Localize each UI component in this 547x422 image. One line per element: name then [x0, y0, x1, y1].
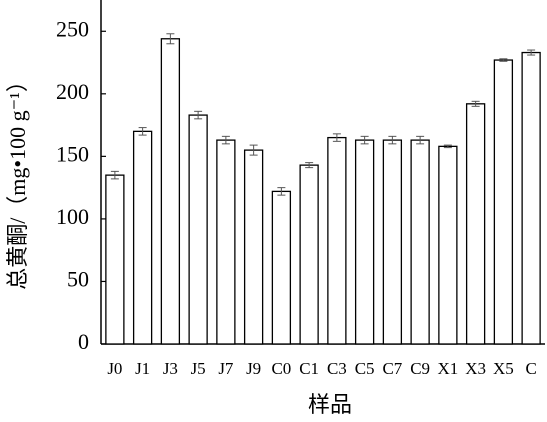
- x-tick-label: C0: [271, 359, 291, 378]
- x-tick-label: C3: [327, 359, 347, 378]
- error-bar: [277, 187, 286, 196]
- x-tick-label: X5: [493, 359, 514, 378]
- bar: [521, 51, 541, 345]
- error-bar: [527, 49, 536, 56]
- bar: [493, 59, 514, 345]
- y-tick-label: 200: [56, 79, 89, 104]
- y-tick-label: 250: [56, 16, 89, 41]
- x-axis-title: 样品: [308, 392, 352, 417]
- bar: [410, 139, 430, 345]
- error-bar: [305, 162, 314, 169]
- error-bar: [194, 110, 203, 120]
- bar: [132, 130, 153, 345]
- x-tick-label: J0: [107, 359, 122, 378]
- bar: [160, 38, 181, 345]
- error-bar: [221, 135, 230, 145]
- y-tick-label: 100: [56, 204, 89, 229]
- error-bar: [471, 100, 480, 107]
- x-tick-label: C7: [382, 359, 402, 378]
- x-tick-label: J5: [191, 359, 206, 378]
- bar: [327, 136, 347, 345]
- bar: [438, 145, 458, 345]
- error-bar: [360, 135, 369, 145]
- bar: [271, 190, 292, 345]
- x-tick-label: X1: [437, 359, 458, 378]
- y-tick-label: 0: [78, 329, 89, 354]
- x-tick-label: C1: [299, 359, 319, 378]
- x-tick-label: J1: [135, 359, 150, 378]
- y-axis-title: 总黄酮/（mg•100 g⁻¹）: [5, 70, 30, 290]
- bar: [105, 174, 125, 345]
- x-tick-label: J7: [218, 359, 234, 378]
- x-tick-label: C9: [410, 359, 430, 378]
- error-bar: [332, 133, 341, 142]
- bar: [382, 139, 403, 345]
- error-bar: [166, 33, 175, 45]
- error-bar: [443, 144, 452, 149]
- y-tick-label: 150: [56, 141, 89, 166]
- bar: [299, 164, 319, 345]
- error-bar: [138, 127, 147, 136]
- bar: [216, 139, 236, 345]
- bar: [243, 149, 264, 345]
- bar: [188, 114, 208, 345]
- x-tick-label: C5: [355, 359, 375, 378]
- y-tick-label: 50: [67, 267, 89, 292]
- error-bar: [388, 135, 397, 145]
- x-tick-label: J3: [163, 359, 178, 378]
- error-bar: [499, 58, 508, 62]
- bar: [465, 103, 486, 345]
- x-tick-label: X3: [465, 359, 486, 378]
- error-bar: [110, 170, 119, 180]
- bar: [354, 139, 375, 345]
- error-bar: [249, 144, 258, 156]
- error-bar: [416, 135, 425, 145]
- x-tick-label: J9: [246, 359, 261, 378]
- x-tick-label: C: [525, 359, 536, 378]
